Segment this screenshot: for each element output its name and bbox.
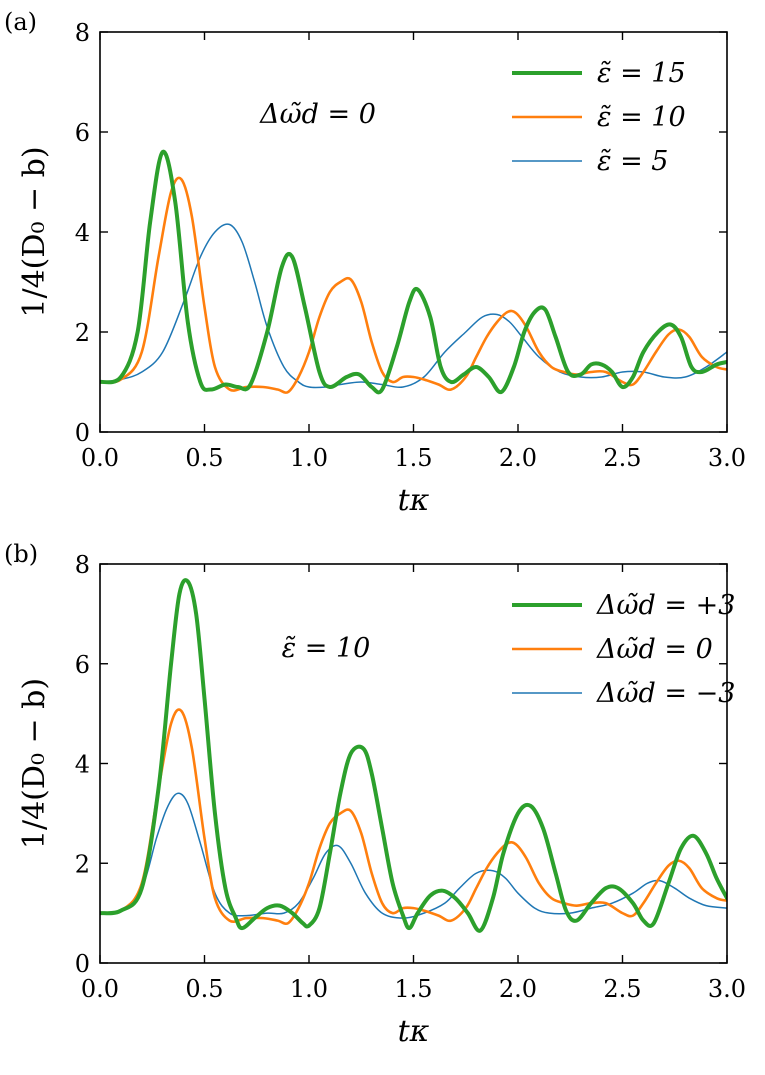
y-tick-label: 0 [75,419,90,447]
x-tick-label: 2.0 [499,975,537,1003]
series-lines [100,149,727,395]
y-tick-label: 2 [75,319,90,347]
y-tick-label: 8 [75,551,90,579]
y-axis-title: 1/4(D₀ − b) [17,146,52,317]
y-tick-label: 6 [75,119,90,147]
y-tick-label: 6 [75,651,90,679]
x-tick-label: 2.5 [603,444,641,472]
x-tick-label: 0.5 [185,444,223,472]
series-line [100,792,727,919]
x-axis-title: tκ [398,483,430,518]
legend-label: Δω̃d = −3 [596,678,735,709]
y-tick-label: 0 [75,950,90,978]
legend-label: ε̃ = 15 [597,58,686,89]
x-tick-label: 1.0 [290,975,328,1003]
series-line [100,578,727,933]
x-tick-label: 3.0 [708,975,746,1003]
panel-label: (a) [4,8,37,36]
panel-b: 0.0 0.5 1.0 1.5 2.0 2.5 3.0 0 2 4 6 8 tκ 1/4(D₀ − b) (… [4,540,746,1049]
series-line [100,149,727,395]
series-line [100,708,727,926]
x-tick-label: 2.5 [603,975,641,1003]
x-tick-label: 2.0 [499,444,537,472]
x-tick-label: 0.0 [81,975,119,1003]
legend-label: Δω̃d = 0 [596,634,713,665]
y-tick-label: 4 [75,751,90,779]
x-tick-label: 0.0 [81,444,119,472]
series-lines [100,578,727,933]
y-tick-label: 2 [75,850,90,878]
panel-annotation: Δω̃d = 0 [259,99,376,130]
x-tick-label: 0.5 [185,975,223,1003]
legend-label: ε̃ = 5 [597,146,668,177]
x-tick-label: 1.5 [394,444,432,472]
y-tick-label: 4 [75,219,90,247]
legend-label: Δω̃d = +3 [596,590,735,621]
x-axis-title: tκ [398,1014,430,1049]
x-tick-label: 1.0 [290,444,328,472]
panel-label: (b) [4,540,38,568]
panel-a: 0.0 0.5 1.0 1.5 2.0 2.5 3.0 0 2 4 6 8 tκ 1/4(D₀ − b) (… [4,8,746,518]
x-tick-label: 3.0 [708,444,746,472]
y-axis-title: 1/4(D₀ − b) [17,678,52,849]
legend-label: ε̃ = 10 [597,102,686,133]
series-line [100,223,727,389]
x-tick-label: 1.5 [394,975,432,1003]
panel-annotation: ε̃ = 10 [282,633,371,664]
y-tick-label: 8 [75,19,90,47]
